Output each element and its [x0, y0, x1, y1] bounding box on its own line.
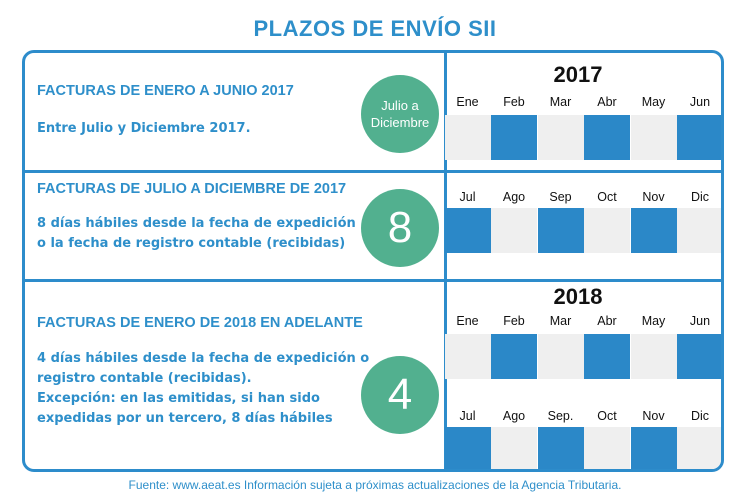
month-cell-ene — [444, 115, 491, 160]
days-badge: 8 — [361, 189, 439, 267]
month-label-nov: Nov — [642, 409, 665, 423]
month-cell-may — [630, 115, 677, 160]
schedule-frame: FACTURAS DE ENERO A JUNIO 2017 Entre Jul… — [22, 50, 724, 472]
month-label-dic: Dic — [690, 190, 710, 204]
month-label-dic: Dic — [690, 409, 710, 423]
section-text-line: registro contable (recibidas). — [37, 371, 252, 386]
month-label-sep: Sep. — [547, 409, 574, 423]
month-label-nov: Nov — [642, 190, 665, 204]
month-label-ene: Ene — [456, 95, 479, 109]
month-label-jul: Jul — [459, 409, 476, 423]
page-title: PLAZOS DE ENVÍO SII — [253, 16, 497, 41]
month-label-sep: Sep — [549, 190, 572, 204]
month-label-feb: Feb — [503, 314, 525, 328]
section-text-line: o la fecha de registro contable (recibid… — [37, 236, 346, 251]
days-badge: 4 — [361, 356, 439, 434]
month-label-abr: Abr — [597, 314, 617, 328]
month-cell-jun — [677, 115, 721, 160]
month-label-abr: Abr — [597, 95, 617, 109]
month-label-mar: Mar — [549, 314, 572, 328]
section-text-line: 8 días hábiles desde la fecha de expedic… — [37, 216, 356, 231]
month-cell-dic — [677, 427, 721, 469]
month-label-feb: Feb — [503, 95, 525, 109]
section-text-line: expedidas por un tercero, 8 días hábiles — [37, 411, 333, 426]
month-cell-jul — [444, 427, 491, 469]
month-cell-jun — [677, 334, 721, 379]
month-label-ene: Ene — [456, 314, 479, 328]
source-footer: Fuente: www.aeat.es Información sujeta a… — [128, 478, 622, 492]
month-cell-nov — [630, 208, 677, 253]
year-label: 2018 — [553, 284, 603, 309]
year-label: 2017 — [553, 62, 603, 87]
month-label-ago: Ago — [502, 409, 526, 423]
period-badge: Julio a Diciembre — [361, 75, 439, 153]
month-label-may: May — [641, 314, 666, 328]
month-cell-feb — [491, 334, 537, 379]
section-heading: FACTURAS DE ENERO DE 2018 EN ADELANTE — [37, 315, 363, 331]
month-label-mar: Mar — [549, 95, 572, 109]
month-cell-nov — [630, 427, 677, 469]
horizontal-divider — [25, 170, 721, 173]
month-cell-may — [630, 334, 677, 379]
month-cell-abr — [584, 115, 630, 160]
month-cell-feb — [491, 115, 537, 160]
month-cell-mar — [537, 334, 584, 379]
month-cell-dic — [677, 208, 721, 253]
month-label-oct: Oct — [597, 409, 617, 423]
month-cell-sep — [537, 208, 584, 253]
badge-line: Julio a — [381, 98, 419, 113]
section-heading: FACTURAS DE JULIO A DICIEMBRE DE 2017 — [37, 181, 347, 197]
section-heading: FACTURAS DE ENERO A JUNIO 2017 — [37, 83, 294, 99]
month-label-jun: Jun — [689, 314, 711, 328]
month-cell-ago — [491, 208, 537, 253]
section-text-line: Excepción: en las emitidas, si han sido — [37, 391, 320, 406]
month-cell-oct — [584, 208, 630, 253]
month-cell-mar — [537, 115, 584, 160]
horizontal-divider — [25, 279, 721, 282]
month-cell-ene — [444, 334, 491, 379]
month-cell-ago — [491, 427, 537, 469]
vertical-divider — [444, 53, 447, 469]
month-cell-oct — [584, 427, 630, 469]
section-text-line: Entre Julio y Diciembre 2017. — [37, 121, 251, 136]
month-cell-sep — [537, 427, 584, 469]
month-cell-jul — [444, 208, 491, 253]
month-cell-abr — [584, 334, 630, 379]
month-label-ago: Ago — [502, 190, 526, 204]
month-label-may: May — [641, 95, 666, 109]
section-text-line: 4 días hábiles desde la fecha de expedic… — [37, 351, 370, 366]
month-label-oct: Oct — [597, 190, 617, 204]
month-label-jun: Jun — [689, 95, 711, 109]
month-label-jul: Jul — [459, 190, 476, 204]
badge-line: Diciembre — [370, 115, 430, 130]
